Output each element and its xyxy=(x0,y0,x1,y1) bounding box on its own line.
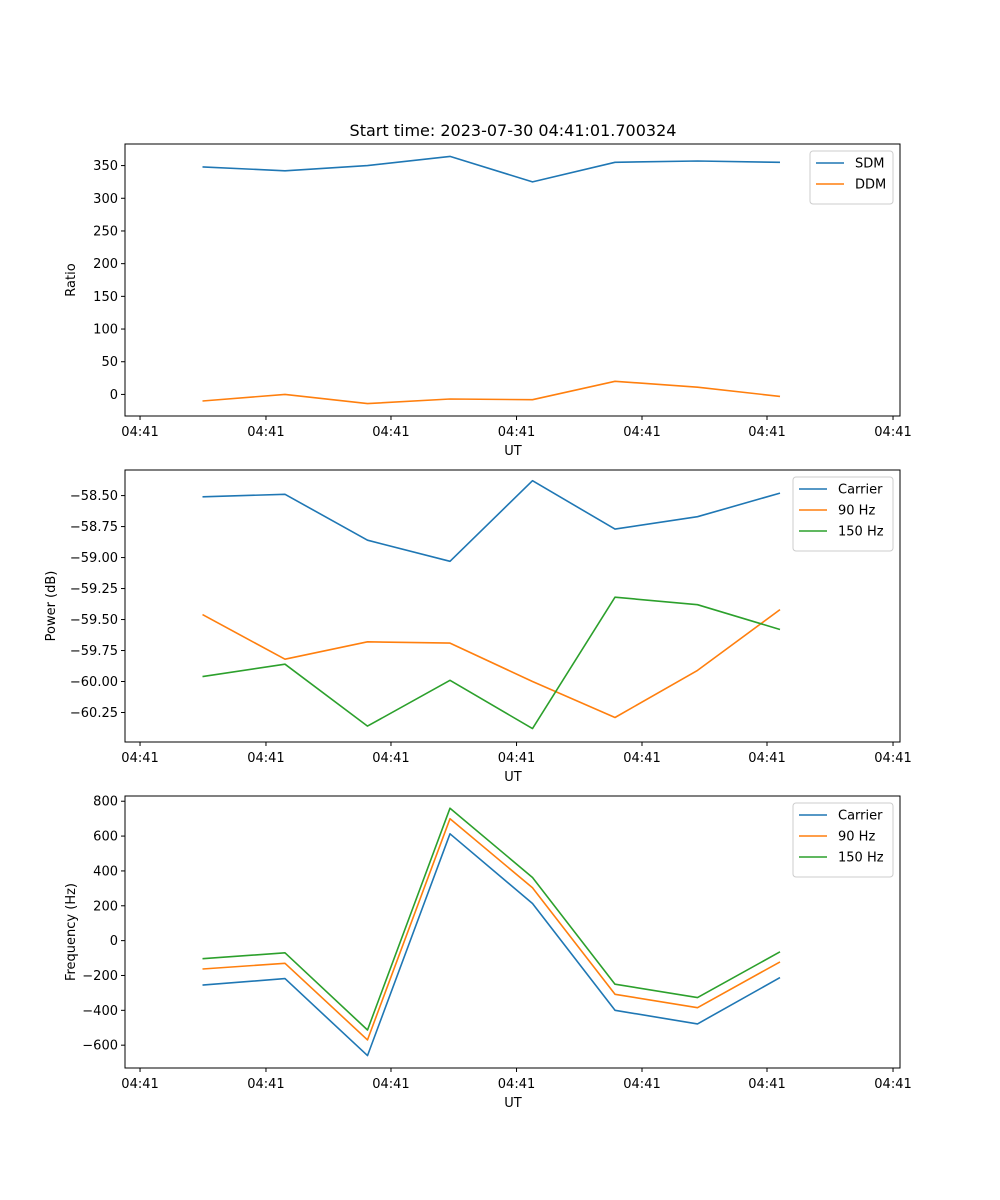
y-tick-label: −600 xyxy=(82,1039,118,1054)
axes-frame xyxy=(124,143,901,417)
y-tick-label: 350 xyxy=(93,159,118,174)
legend-label: Carrier xyxy=(838,809,883,824)
x-tick-label: 04:41 xyxy=(748,425,785,440)
legend-label: SDM xyxy=(855,157,884,172)
x-tick-label: 04:41 xyxy=(874,751,911,766)
legend-box xyxy=(792,476,894,552)
y-axis-label: Power (dB) xyxy=(44,571,59,642)
series-line-90-hz xyxy=(202,817,781,1041)
x-tick-label: 04:41 xyxy=(372,1077,409,1092)
y-tick-label: 400 xyxy=(93,864,118,879)
x-tick-label: 04:41 xyxy=(372,425,409,440)
legend: Carrier 90 Hz 150 Hz xyxy=(792,802,894,878)
x-tick-label: 04:41 xyxy=(874,425,911,440)
x-tick-label: 04:41 xyxy=(623,1077,660,1092)
y-tick-label: 200 xyxy=(93,257,118,272)
series-line-150-hz xyxy=(202,596,781,730)
legend-label: DDM xyxy=(855,178,886,193)
x-tick-label: 04:41 xyxy=(748,751,785,766)
chart-panel-1: 0 50 100 150 200 250 300 350 04:41 04:41 04:41 04:4… xyxy=(64,143,912,459)
y-tick-label: −59.00 xyxy=(70,551,118,566)
x-tick-label: 04:41 xyxy=(498,1077,535,1092)
x-tick-label: 04:41 xyxy=(247,425,284,440)
x-tick-label: 04:41 xyxy=(121,425,158,440)
y-tick-label: 0 xyxy=(110,388,118,403)
x-tick-label: 04:41 xyxy=(372,751,409,766)
y-tick-label: 50 xyxy=(101,355,118,370)
legend-label: 150 Hz xyxy=(838,525,884,540)
series-line-carrier xyxy=(202,479,781,563)
y-tick-label: −58.50 xyxy=(70,489,118,504)
legend: Carrier 90 Hz 150 Hz xyxy=(792,476,894,552)
y-tick-label: −59.75 xyxy=(70,644,118,659)
x-tick-label: 04:41 xyxy=(623,425,660,440)
legend-box xyxy=(792,802,894,878)
y-tick-label: 800 xyxy=(93,795,118,810)
x-tick-label: 04:41 xyxy=(623,751,660,766)
legend-box xyxy=(809,150,894,205)
axes-frame xyxy=(124,469,901,743)
y-tick-label: −59.25 xyxy=(70,582,118,597)
plots-group: 0 50 100 150 200 250 300 350 04:41 04:41 04:41 04:4… xyxy=(44,143,912,1111)
y-axis-label: Frequency (Hz) xyxy=(64,883,79,981)
y-tick-label: 200 xyxy=(93,899,118,914)
y-tick-label: −58.75 xyxy=(70,520,118,535)
legend-label: Carrier xyxy=(838,483,883,498)
y-tick-label: −60.00 xyxy=(70,675,118,690)
x-tick-label: 04:41 xyxy=(247,1077,284,1092)
y-tick-label: 600 xyxy=(93,830,118,845)
x-tick-label: 04:41 xyxy=(121,1077,158,1092)
y-tick-label: −59.50 xyxy=(70,613,118,628)
y-tick-label: 250 xyxy=(93,224,118,239)
x-axis-label: UT xyxy=(504,444,522,459)
y-tick-label: 100 xyxy=(93,323,118,338)
y-tick-label: −200 xyxy=(82,969,118,984)
y-tick-label: −400 xyxy=(82,1004,118,1019)
x-tick-label: 04:41 xyxy=(498,751,535,766)
figure-title: Start time: 2023-07-30 04:41:01.700324 xyxy=(350,121,677,140)
x-axis-label: UT xyxy=(504,1096,522,1111)
x-tick-label: 04:41 xyxy=(121,751,158,766)
x-tick-label: 04:41 xyxy=(498,425,535,440)
y-tick-label: 0 xyxy=(110,934,118,949)
chart-panel-2: −60.25 −60.00 −59.75 −59.50 −59.25 −59.00 −58.… xyxy=(44,469,912,785)
y-tick-label: −60.25 xyxy=(70,706,118,721)
series-line-90-hz xyxy=(202,608,781,719)
y-tick-label: 300 xyxy=(93,192,118,207)
axes-frame xyxy=(124,795,901,1069)
series-line-carrier xyxy=(202,832,781,1057)
y-tick-label: 150 xyxy=(93,290,118,305)
legend-label: 150 Hz xyxy=(838,851,884,866)
x-tick-label: 04:41 xyxy=(874,1077,911,1092)
legend: SDM DDM xyxy=(809,150,894,205)
x-tick-label: 04:41 xyxy=(748,1077,785,1092)
series-line-ddm xyxy=(202,380,781,405)
x-axis-label: UT xyxy=(504,770,522,785)
legend-label: 90 Hz xyxy=(838,504,875,519)
series-line-150-hz xyxy=(202,807,781,1031)
x-tick-label: 04:41 xyxy=(247,751,284,766)
legend-label: 90 Hz xyxy=(838,830,875,845)
y-axis-label: Ratio xyxy=(64,263,79,296)
series-line-sdm xyxy=(202,155,781,183)
chart-panel-3: −600 −400 −200 0 200 400 600 800 04:41 04:41 04:41… xyxy=(64,795,912,1111)
